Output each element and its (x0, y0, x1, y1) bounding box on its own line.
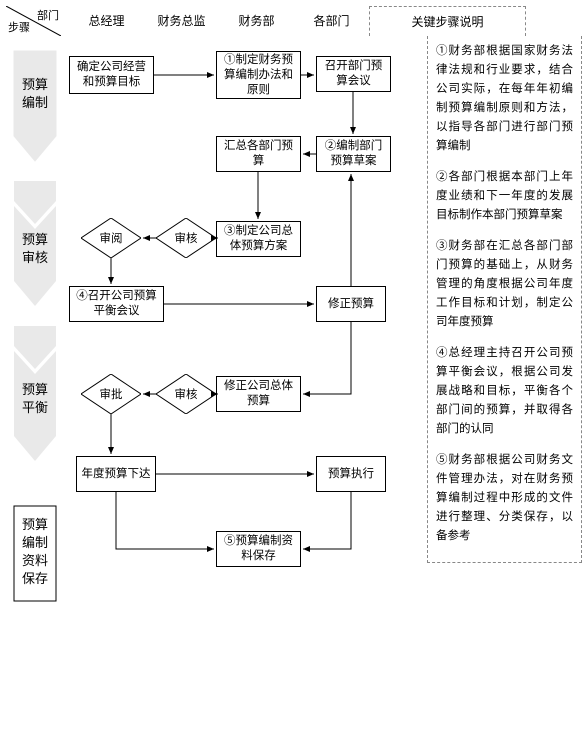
note-item: ③财务部在汇总各部门部门预算的基础上，从财务管理的角度根据公司年度工作目标和计划… (436, 237, 573, 332)
col-header: 财务总监 (144, 6, 219, 36)
phase-label: 预算平衡 (20, 381, 50, 417)
node-box: 预算执行 (316, 456, 386, 492)
node-box: ①制定财务预算编制办法和原则 (216, 51, 301, 99)
note-item: ④总经理主持召开公司预算平衡会议，根据公司发展战略和目标，平衡各个部门间的预算，… (436, 344, 573, 439)
node-box: 召开部门预算会议 (316, 56, 391, 92)
column-headers: 总经理 财务总监 财务部 各部门 关键步骤说明 (69, 6, 526, 36)
node-box: 修正预算 (316, 286, 386, 322)
header-diag-bottom: 步骤 (8, 19, 30, 35)
node-box: ⑤预算编制资料保存 (216, 531, 301, 567)
node-box: ②编制部门预算草案 (316, 136, 391, 172)
col-header: 财务部 (219, 6, 294, 36)
phase-label: 预算编制 (20, 76, 50, 112)
node-box: 年度预算下达 (76, 456, 156, 492)
phase-label: 预算审核 (20, 231, 50, 267)
flowchart-canvas: 部门 步骤 总经理 财务总监 财务部 各部门 关键步骤说明 预算编制 预算审核 … (6, 6, 582, 726)
notes-column: ①财务部根据国家财务法律法规和行业要求，结合公司实际，在每年年初编制预算编制原则… (427, 36, 582, 563)
node-box: ③制定公司总体预算方案 (216, 221, 301, 257)
node-diamond: 审核 (156, 374, 216, 414)
col-header: 总经理 (69, 6, 144, 36)
note-item: ②各部门根据本部门上年度业绩和下一年度的发展目标制作本部门预算草案 (436, 168, 573, 225)
node-diamond: 审批 (81, 374, 141, 414)
note-item: ⑤财务部根据公司财务文件管理办法，对在财务预算编制过程中形成的文件进行整理、分类… (436, 451, 573, 546)
node-diamond: 审阅 (81, 218, 141, 258)
node-diamond: 审核 (156, 218, 216, 258)
node-box: 修正公司总体预算 (216, 376, 301, 412)
node-box: 汇总各部门预算 (216, 136, 301, 172)
phase-label: 预算编制资料保存 (20, 516, 50, 588)
col-header: 各部门 (294, 6, 369, 36)
header-diag-top: 部门 (37, 7, 59, 23)
node-box: ④召开公司预算平衡会议 (69, 286, 164, 322)
col-header-notes: 关键步骤说明 (369, 6, 526, 36)
note-item: ①财务部根据国家财务法律法规和行业要求，结合公司实际，在每年年初编制预算编制原则… (436, 42, 573, 156)
node-box: 确定公司经营和预算目标 (69, 56, 154, 94)
header-diagonal: 部门 步骤 (6, 6, 61, 36)
